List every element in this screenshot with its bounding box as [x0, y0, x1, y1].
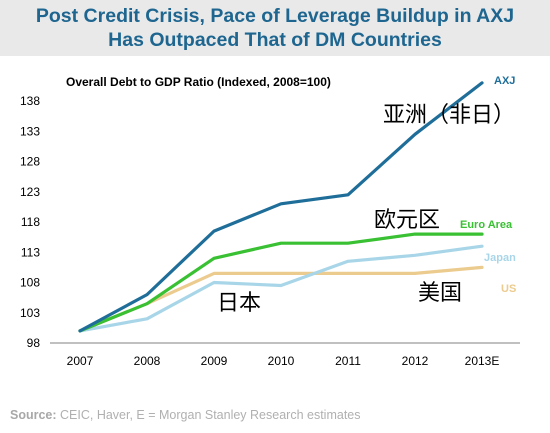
x-tick-label: 2011 [335, 354, 361, 368]
series-line-euro-area [78, 232, 484, 333]
y-tick-label: 113 [21, 245, 40, 259]
x-tick-label: 2013E [465, 354, 500, 368]
annotation-euro-area: 欧元区 [374, 208, 440, 233]
y-axis: 98 103 108 113 118 123 128 133 138 [20, 94, 40, 350]
x-tick-label: 2010 [268, 354, 295, 368]
series-labels: AXJ Euro Area Japan US [460, 75, 516, 295]
series-lines [78, 81, 484, 333]
series-label-euro-area: Euro Area [460, 219, 513, 231]
series-line-japan [78, 244, 484, 333]
series-line-axj [78, 81, 484, 333]
y-tick-label: 118 [21, 215, 40, 229]
x-tick-label: 2008 [134, 354, 161, 368]
y-tick-label: 108 [20, 276, 40, 290]
series-label-axj: AXJ [494, 75, 515, 87]
page-title-line-1: Post Credit Crisis, Pace of Leverage Bui… [35, 5, 515, 27]
source-label: Source: [10, 408, 57, 422]
y-tick-label: 128 [20, 155, 40, 169]
y-tick-label: 98 [27, 336, 41, 350]
title-banner: Post Credit Crisis, Pace of Leverage Bui… [0, 0, 550, 56]
annotation-japan: 日本 [217, 291, 261, 316]
x-axis: 2007 2008 2009 2010 2011 2012 2013E [67, 354, 500, 368]
y-tick-label: 138 [20, 94, 40, 108]
y-tick-label: 103 [20, 306, 40, 320]
source-note: Source: CEIC, Haver, E = Morgan Stanley … [10, 408, 361, 422]
annotation-asia-ex-japan: 亚洲（非日） [383, 103, 515, 128]
debt-to-gdp-chart: Overall Debt to GDP Ratio (Indexed, 2008… [20, 75, 520, 368]
x-tick-label: 2007 [67, 354, 94, 368]
page-title-line-2: Has Outpaced That of DM Countries [108, 29, 442, 51]
x-tick-label: 2012 [402, 354, 429, 368]
annotation-us: 美国 [418, 281, 462, 306]
series-label-us: US [501, 283, 516, 295]
series-label-japan: Japan [484, 252, 516, 264]
y-tick-label: 133 [20, 124, 40, 138]
y-tick-label: 123 [20, 185, 40, 199]
source-text: CEIC, Haver, E = Morgan Stanley Research… [56, 408, 361, 422]
chart-title: Overall Debt to GDP Ratio (Indexed, 2008… [66, 75, 331, 89]
x-tick-label: 2009 [201, 354, 228, 368]
